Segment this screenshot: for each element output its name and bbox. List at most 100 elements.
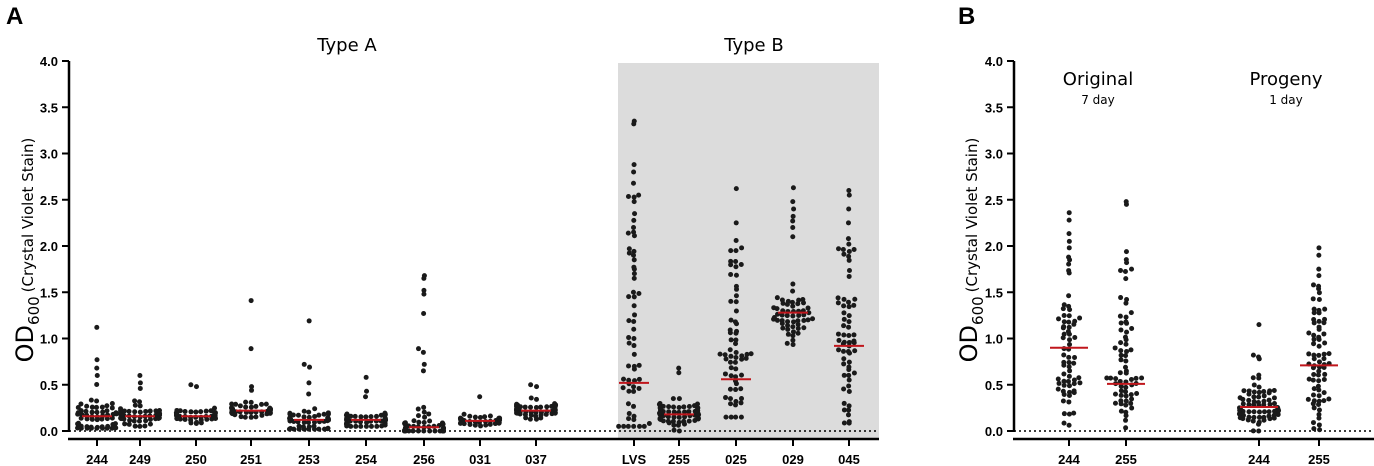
data-point [805,317,811,323]
data-point [1077,315,1083,321]
data-point [1311,341,1317,347]
data-point [631,217,637,223]
data-point [421,311,427,317]
data-point [1311,356,1317,362]
data-point [188,382,194,388]
data-point [1128,400,1134,406]
data-point [771,305,777,311]
data-point [846,324,852,330]
data-point [1066,411,1072,417]
data-point [311,419,317,425]
data-point [686,418,692,424]
data-point [1122,334,1128,340]
data-point [630,180,636,186]
data-point [421,419,427,425]
data-point [1256,414,1262,420]
data-point [846,188,852,193]
data-point [733,220,739,226]
x-tick-label: 045 [838,452,860,466]
data-point [1118,357,1124,363]
data-point [616,423,622,429]
data-point [188,409,194,415]
y-tick-label: 1.0 [40,332,58,347]
data-point [1241,388,1247,394]
data-point [841,323,847,329]
data-point [1250,352,1256,358]
ylabel-a-rest: (Crystal Violet Stain) [19,138,37,293]
data-point [722,371,728,377]
data-point [681,404,687,410]
data-point [1321,377,1327,383]
x-tick-label: 251 [240,452,262,466]
data-point [528,404,534,410]
data-point [1266,413,1272,419]
data-point [1316,318,1322,324]
data-point [461,411,467,417]
data-point [1256,354,1262,360]
data-point [631,169,637,175]
data-point [626,416,632,422]
x-tick-label: 253 [298,452,320,466]
data-point [1311,405,1317,411]
data-point [851,332,857,338]
data-point [344,411,350,417]
data-point [810,316,816,322]
data-point [626,246,632,252]
data-point [625,230,631,236]
data-point [733,366,739,372]
data-point [100,409,106,415]
data-point [739,372,745,378]
data-point [300,424,306,430]
data-point [136,399,142,405]
data-point [641,423,647,429]
data-point [156,407,162,413]
data-point [733,341,739,347]
data-point [136,418,142,424]
data-point [1118,340,1124,346]
x-tick-label: 255 [1115,452,1137,466]
data-point [733,264,739,270]
data-point [694,401,700,407]
data-point [631,294,637,300]
data-point [1316,378,1322,384]
data-point [528,395,534,401]
data-point [1112,400,1118,406]
data-point [1072,335,1078,341]
ylabel-b-rest: (Crystal Violet Stain) [963,138,981,293]
data-point [411,418,417,424]
x-tick-label: 029 [782,452,804,466]
data-point [263,401,269,407]
data-point [676,428,682,434]
data-point [1128,392,1134,398]
data-point [1066,319,1072,325]
data-point [238,414,244,420]
data-point [1129,396,1135,402]
data-point [795,330,801,336]
data-point [1311,426,1317,432]
data-point [1060,388,1066,394]
data-point [626,340,632,346]
type-b-shaded-region [618,63,879,438]
data-point [94,424,100,430]
data-point [841,420,847,426]
data-point [748,351,754,357]
data-point [835,331,841,337]
data-point [1066,354,1072,360]
data-point [846,253,852,259]
data-point [1246,414,1252,420]
data-point [1123,368,1129,374]
data-point [728,337,734,343]
data-point [410,428,416,434]
data-point [1112,345,1118,351]
data-point [1322,371,1328,377]
data-point [534,384,540,390]
data-point [631,303,637,309]
data-point [733,414,739,420]
data-point [1261,393,1267,399]
data-point [1316,387,1322,393]
data-point [118,406,124,412]
data-point [1129,405,1135,411]
data-point [1123,417,1129,423]
data-point [785,323,791,329]
data-point [1066,324,1072,330]
